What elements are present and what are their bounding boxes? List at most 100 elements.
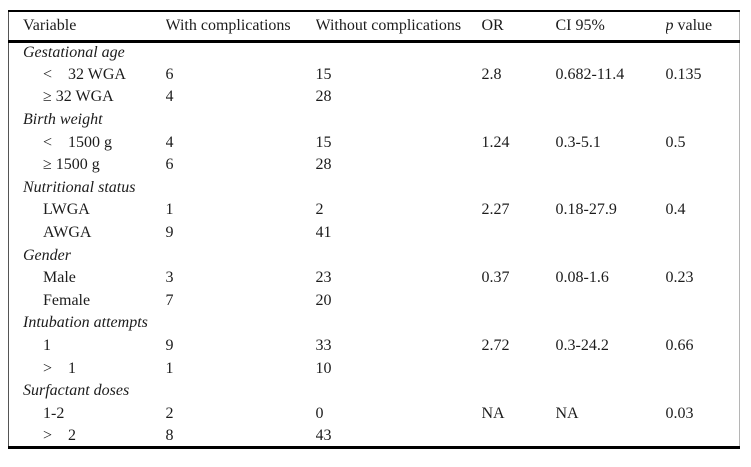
cell-with-complications: 7 [165, 291, 174, 309]
table-row: ≥ 1500 g 6 28 [9, 154, 740, 177]
column-header-or: OR [481, 11, 556, 43]
cell-ci-95 [556, 425, 666, 448]
table-row: LWGA 1 2 2.27 0.18-27.9 0.4 [9, 199, 740, 222]
table-header: Variable With complications Without comp… [8, 11, 740, 43]
table-group-row: Gestational age [9, 41, 740, 64]
cell-ci-95 [556, 154, 666, 177]
cell-empty [556, 109, 666, 132]
cell-ci-95: 0.08-1.6 [555, 269, 609, 287]
p-value-header-italic: p [665, 16, 674, 34]
cell-without-complications: 0 [315, 404, 324, 422]
cell-p-value [666, 222, 740, 245]
cell-variable: 1 [43, 337, 51, 355]
cell-variable: Male [43, 269, 76, 287]
cell-empty [482, 177, 556, 200]
cell-variable: < 1500 g [43, 133, 113, 151]
cell-empty [316, 244, 482, 267]
cell-or [482, 86, 556, 109]
cell-empty [556, 244, 666, 267]
cell-variable: > 2 [43, 426, 77, 444]
group-label: Gestational age [23, 44, 125, 62]
cell-ci-95: 0.3-24.2 [555, 337, 609, 355]
cell-without-complications: 28 [315, 156, 332, 174]
cell-variable: ≥ 32 WGA [43, 88, 114, 106]
cell-ci-95 [556, 86, 666, 109]
cell-empty [482, 109, 556, 132]
cell-p-value [666, 86, 740, 109]
cell-empty [556, 177, 666, 200]
cell-with-complications: 9 [165, 224, 174, 242]
cell-variable: 1-2 [43, 404, 65, 422]
cell-variable: < 32 WGA [43, 65, 126, 83]
cell-with-complications: 1 [165, 359, 174, 377]
cell-empty [166, 244, 316, 267]
cell-empty [666, 177, 740, 200]
cell-p-value: 0.135 [665, 65, 702, 83]
cell-empty [666, 41, 740, 64]
table-group-row: Intubation attempts [9, 312, 740, 335]
cell-or [482, 154, 556, 177]
table-row: Female 7 20 [9, 290, 740, 313]
cell-without-complications: 33 [315, 337, 332, 355]
complications-stats-table: Variable With complications Without comp… [8, 10, 740, 450]
cell-empty [316, 312, 482, 335]
cell-or: NA [481, 404, 505, 422]
cell-p-value [666, 425, 740, 448]
table-group-row: Surfactant doses [9, 380, 740, 403]
cell-p-value: 0.5 [665, 133, 686, 151]
table-row: > 2 8 43 [9, 425, 740, 448]
column-header-ci: CI 95% [555, 11, 666, 43]
cell-empty [556, 312, 666, 335]
cell-without-complications: 41 [315, 224, 332, 242]
cell-variable: AWGA [43, 224, 92, 242]
group-label: Nutritional status [23, 178, 136, 196]
column-header-variable: Variable [8, 11, 166, 43]
cell-empty [666, 312, 740, 335]
cell-empty [482, 244, 556, 267]
cell-or: 0.37 [481, 269, 510, 287]
cell-empty [556, 380, 666, 403]
cell-variable: Female [43, 291, 91, 309]
table-row: > 1 1 10 [9, 357, 740, 380]
cell-without-complications: 10 [315, 359, 332, 377]
cell-or [482, 425, 556, 448]
cell-empty [482, 312, 556, 335]
cell-ci-95: 0.682-11.4 [555, 65, 625, 83]
cell-variable: > 1 [43, 359, 77, 377]
table-row: < 1500 g 4 15 1.24 0.3-5.1 0.5 [9, 131, 740, 154]
column-header-p-value: p value [665, 11, 740, 43]
cell-empty [666, 244, 740, 267]
cell-empty [166, 41, 316, 64]
cell-ci-95 [556, 222, 666, 245]
cell-with-complications: 9 [165, 337, 174, 355]
group-label: Surfactant doses [23, 382, 130, 400]
cell-or: 1.24 [481, 133, 510, 151]
cell-p-value [666, 154, 740, 177]
cell-p-value [666, 357, 740, 380]
table-header-row: Variable With complications Without comp… [8, 11, 740, 43]
cell-with-complications: 1 [165, 201, 174, 219]
cell-p-value: 0.23 [665, 269, 694, 287]
cell-variable: ≥ 1500 g [43, 156, 100, 174]
cell-ci-95 [556, 357, 666, 380]
cell-empty [166, 109, 316, 132]
table-row: < 32 WGA 6 15 2.8 0.682-11.4 0.135 [9, 64, 740, 87]
cell-empty [482, 380, 556, 403]
cell-empty [316, 177, 482, 200]
cell-empty [666, 380, 740, 403]
cell-empty [316, 41, 482, 64]
cell-with-complications: 3 [165, 269, 174, 287]
cell-empty [316, 109, 482, 132]
complications-stats-table-container: Variable With complications Without comp… [8, 10, 740, 450]
table-row: 1-2 2 0 NA NA 0.03 [9, 403, 740, 426]
cell-empty [166, 380, 316, 403]
cell-or [482, 222, 556, 245]
column-header-with-complications: With complications [165, 11, 316, 43]
cell-variable: LWGA [43, 201, 90, 219]
table-row: ≥ 32 WGA 4 28 [9, 86, 740, 109]
cell-p-value: 0.66 [665, 337, 694, 355]
cell-without-complications: 15 [315, 133, 332, 151]
group-label: Birth weight [23, 111, 103, 129]
cell-p-value: 0.03 [665, 404, 694, 422]
cell-with-complications: 4 [165, 133, 174, 151]
